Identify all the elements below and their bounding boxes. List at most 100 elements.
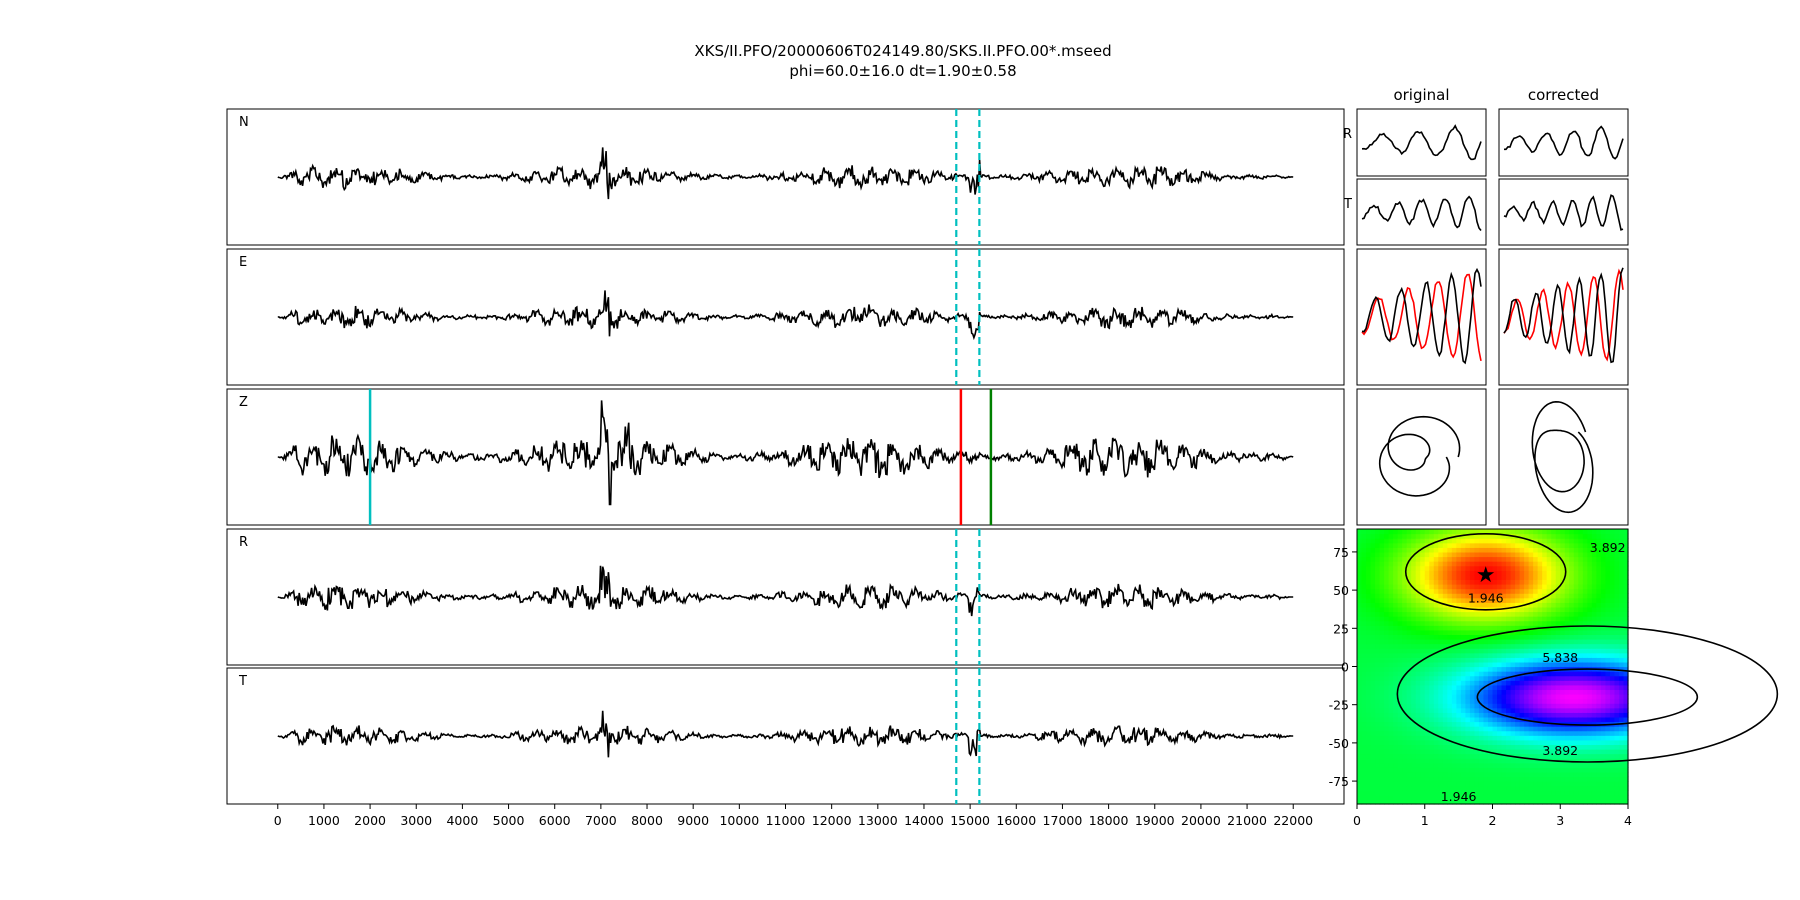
heatmap-cell: [1618, 620, 1625, 626]
heatmap-cell: [1478, 721, 1485, 727]
heatmap-cell: [1542, 570, 1548, 576]
heatmap-cell: [1474, 675, 1480, 681]
heatmap-cell: [1483, 730, 1489, 736]
heatmap-cell: [1564, 707, 1570, 713]
heatmap-cell: [1442, 684, 1448, 691]
heatmap-cell: [1510, 639, 1516, 645]
heatmap-cell: [1524, 744, 1530, 750]
heatmap-cell: [1623, 629, 1629, 636]
heatmap-cell: [1564, 542, 1570, 548]
heatmap-cell: [1465, 579, 1471, 585]
heatmap-cell: [1415, 652, 1421, 658]
heatmap-cell: [1623, 675, 1629, 681]
heatmap-cell: [1555, 593, 1561, 599]
heatmap-cell: [1411, 561, 1417, 567]
heatmap-cell: [1564, 749, 1570, 755]
heatmap-cell: [1447, 712, 1453, 718]
heatmap-cell: [1478, 749, 1485, 755]
heatmap-cell: [1501, 771, 1507, 778]
heatmap-cell: [1465, 703, 1471, 709]
heatmap-cell: [1542, 675, 1548, 681]
heatmap-cell: [1591, 588, 1597, 594]
heatmap-cell: [1478, 629, 1485, 636]
heatmap-cell: [1474, 570, 1480, 576]
heatmap-cell: [1546, 749, 1552, 755]
heatmap-cell: [1533, 707, 1539, 713]
heatmap-cell: [1429, 749, 1435, 755]
heatmap-cell: [1411, 671, 1417, 677]
heatmap-cell: [1375, 547, 1381, 553]
heatmap-cell: [1420, 707, 1426, 713]
heatmap-cell: [1573, 799, 1579, 805]
heatmap-cell: [1433, 533, 1439, 539]
heatmap-cell: [1519, 680, 1525, 686]
heatmap-cell: [1478, 643, 1485, 649]
heatmap-cell: [1623, 565, 1629, 571]
heatmap-cell: [1460, 698, 1466, 704]
heatmap-cell: [1402, 661, 1408, 668]
heatmap-cell: [1587, 785, 1593, 791]
heatmap-cell: [1415, 790, 1421, 796]
heatmap-cell: [1591, 707, 1597, 713]
heatmap-cell: [1406, 565, 1412, 571]
heatmap-cell: [1546, 551, 1552, 558]
heatmap-cell: [1537, 593, 1543, 599]
heatmap-cell: [1618, 762, 1625, 768]
heatmap-cell: [1497, 643, 1503, 649]
heatmap-cell: [1433, 689, 1439, 695]
heatmap-cell: [1460, 584, 1466, 590]
heatmap-cell: [1596, 639, 1602, 645]
heatmap-cell: [1560, 776, 1566, 782]
heatmap-cell: [1542, 694, 1548, 700]
heatmap-cell: [1492, 648, 1498, 654]
heatmap-cell: [1609, 593, 1616, 599]
heatmap-cell: [1501, 790, 1507, 796]
heatmap-cell: [1469, 739, 1476, 746]
heatmap-cell: [1614, 753, 1620, 759]
heatmap-cell: [1492, 620, 1498, 626]
heatmap-cell: [1542, 703, 1548, 709]
heatmap-cell: [1600, 680, 1607, 686]
heatmap-cell: [1420, 533, 1426, 539]
heatmap-cell: [1420, 547, 1426, 553]
heatmap-cell: [1596, 588, 1602, 594]
heatmap-cell: [1361, 579, 1367, 585]
heatmap-cell: [1555, 707, 1561, 713]
heatmap-cell: [1420, 771, 1426, 778]
heatmap-cell: [1555, 716, 1561, 723]
heatmap-cell: [1623, 652, 1629, 658]
heatmap-cell: [1564, 597, 1570, 603]
heatmap-cell: [1591, 749, 1597, 755]
heatmap-cell: [1497, 529, 1503, 535]
heatmap-cell: [1515, 680, 1521, 686]
heatmap-x-tick-label: 1: [1421, 813, 1429, 828]
heatmap-cell: [1600, 758, 1607, 764]
heatmap-cell: [1515, 776, 1521, 782]
heatmap-cell: [1555, 730, 1561, 736]
heatmap-cell: [1537, 794, 1543, 801]
heatmap-cell: [1546, 561, 1552, 567]
heatmap-cell: [1623, 794, 1629, 801]
heatmap-cell: [1506, 739, 1512, 746]
heatmap-cell: [1487, 648, 1494, 654]
heatmap-cell: [1397, 620, 1403, 626]
heatmap-cell: [1411, 648, 1417, 654]
heatmap-cell: [1542, 652, 1548, 658]
heatmap-cell: [1393, 744, 1399, 750]
heatmap-cell: [1465, 675, 1471, 681]
heatmap-cell: [1447, 721, 1453, 727]
heatmap-cell: [1460, 785, 1466, 791]
heatmap-cell: [1506, 533, 1512, 539]
heatmap-cell: [1361, 776, 1367, 782]
heatmap-cell: [1447, 694, 1453, 700]
heatmap-cell: [1402, 629, 1408, 636]
heatmap-cell: [1506, 707, 1512, 713]
heatmap-cell: [1551, 643, 1557, 649]
heatmap-cell: [1573, 762, 1579, 768]
heatmap-cell: [1469, 707, 1476, 713]
heatmap-cell: [1560, 602, 1566, 608]
heatmap-cell: [1375, 744, 1381, 750]
heatmap-cell: [1483, 694, 1489, 700]
heatmap-cell: [1402, 597, 1408, 603]
heatmap-cell: [1551, 730, 1557, 736]
